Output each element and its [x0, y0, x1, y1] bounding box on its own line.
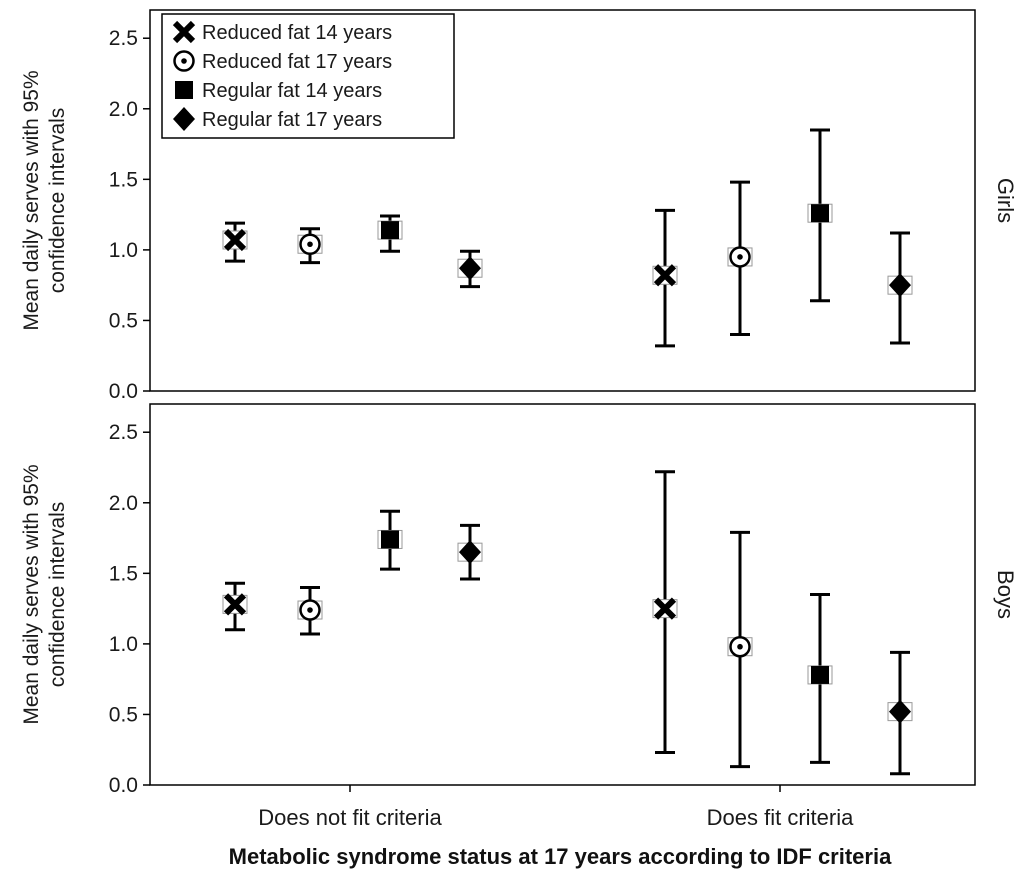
legend-item: Reduced fat 14 years [172, 20, 392, 44]
legend-item: Regular fat 14 years [175, 80, 382, 102]
dotted-circle-icon [173, 50, 195, 72]
error-bar-point [297, 585, 323, 636]
y-axis-title: Mean daily serves with 95% [20, 464, 43, 724]
legend: Reduced fat 14 years Reduced fat 17 years… [161, 13, 455, 139]
y-tick-label: 0.5 [109, 309, 138, 332]
square-icon [175, 81, 193, 99]
y-axis-labels: Mean daily serves with 95% confidence int… [20, 70, 69, 724]
error-bar-point [807, 593, 833, 764]
legend-label: Reduced fat 17 years [202, 51, 392, 73]
legend-label: Regular fat 14 years [202, 80, 382, 102]
y-tick-label: 2.0 [109, 492, 138, 515]
legend-box [161, 13, 455, 139]
y-tick-label: 0.0 [109, 774, 138, 797]
y-axis-title: Mean daily serves with 95% [20, 70, 43, 330]
y-tick-label: 2.5 [109, 421, 138, 444]
error-bar-point [377, 214, 403, 253]
y-tick-label: 2.5 [109, 27, 138, 50]
y-axis-title: confidence intervals [46, 108, 69, 294]
error-bar-point [377, 509, 403, 571]
panels: 0.0 0.5 1.0 1.5 2.0 2.5 Girls 0.0 0.5 1.0 1.5 2.0 2.… [109, 9, 1018, 830]
diamond-icon [173, 107, 195, 131]
legend-label: Regular fat 17 years [202, 109, 382, 131]
error-bar-point [727, 180, 753, 337]
legend-item: Reduced fat 17 years [173, 50, 392, 73]
error-bar-point [652, 470, 678, 755]
error-bar-point [887, 650, 913, 776]
panel-boys: 0.0 0.5 1.0 1.5 2.0 2.5 Boys Does not fit crite… [109, 403, 1018, 830]
y-tick-label: 0.5 [109, 703, 138, 726]
y-axis-title: confidence intervals [46, 502, 69, 688]
error-bar-point [807, 128, 833, 303]
x-axis-title: Metabolic syndrome status at 17 years ac… [229, 844, 892, 869]
y-tick-label: 1.5 [109, 562, 138, 585]
y-tick-label: 1.0 [109, 633, 138, 656]
error-bar-point [457, 249, 483, 289]
error-bar-point [297, 227, 323, 265]
plot-frame [149, 403, 976, 786]
legend-item: Regular fat 17 years [173, 107, 382, 131]
panel-label: Girls [993, 178, 1018, 223]
y-tick-label: 1.0 [109, 239, 138, 262]
error-bar-point [222, 221, 248, 263]
y-tick-label: 2.0 [109, 98, 138, 121]
y-tick-label: 1.5 [109, 168, 138, 191]
x-icon [172, 20, 196, 44]
error-bar-point [887, 231, 913, 345]
error-bar-point [222, 581, 248, 632]
x-tick-label: Does fit criteria [707, 805, 854, 830]
error-bar-point [457, 523, 483, 581]
x-tick-label: Does not fit criteria [258, 805, 442, 830]
legend-label: Reduced fat 14 years [202, 22, 392, 44]
error-bar-point [652, 208, 678, 348]
y-tick-label: 0.0 [109, 380, 138, 403]
panel-label: Boys [993, 570, 1018, 619]
error-bar-point [727, 530, 753, 769]
